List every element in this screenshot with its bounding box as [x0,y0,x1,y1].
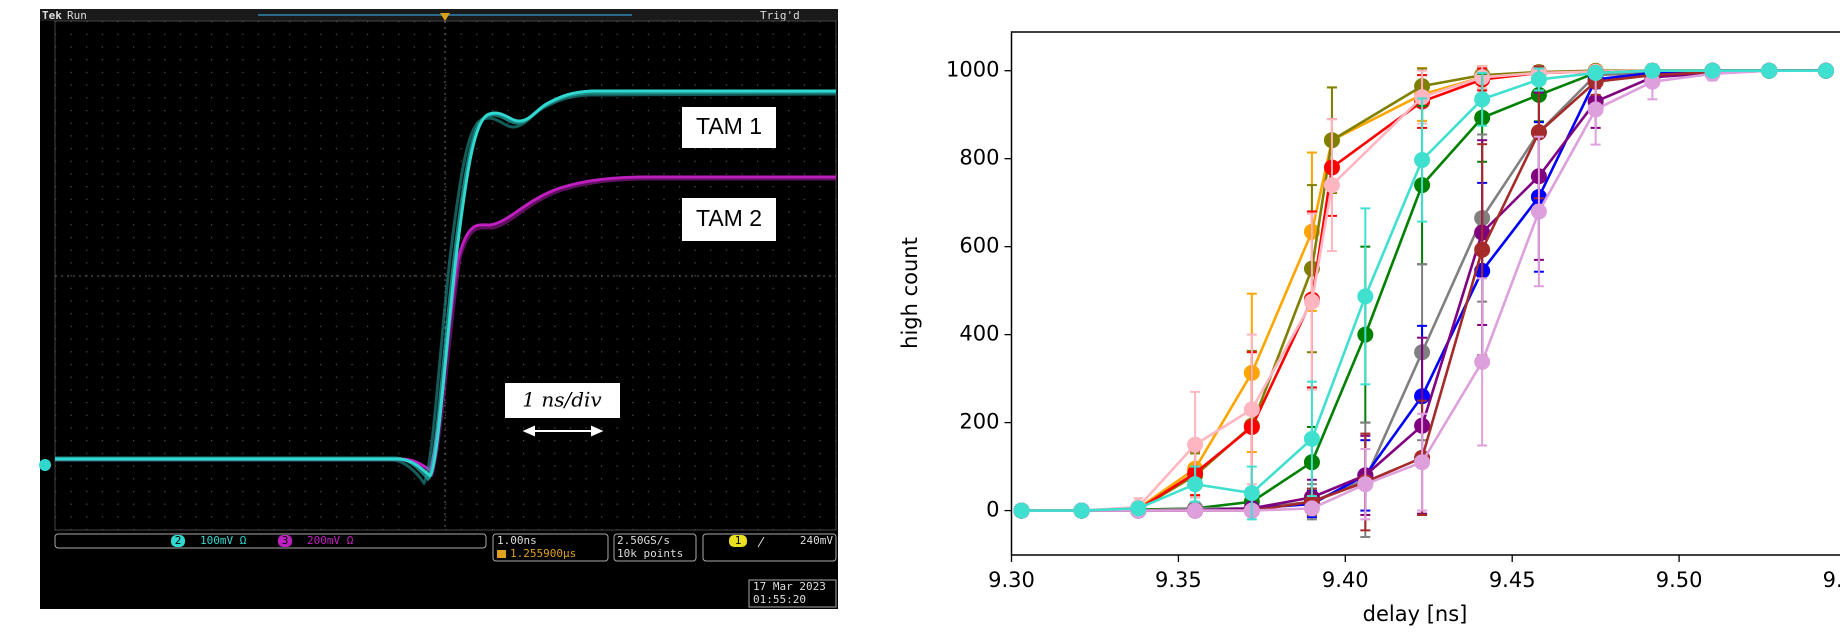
marker [1187,476,1203,492]
status: Run [67,9,87,22]
trace-label: TAM 1 [696,113,762,139]
sample-rate: 2.50GS/s [617,534,670,547]
y-tick-label: 600 [959,234,999,258]
trigger-channel: 1 [735,534,742,547]
x-tick-label: 9.45 [1489,568,1536,592]
marker [1187,437,1203,453]
y-tick-label: 0 [986,498,999,522]
marker [1324,177,1340,193]
series-line [1022,71,1826,511]
marker [1818,63,1834,79]
x-axis-label: delay [ns] [1363,602,1468,626]
figure: Tek Run Trig'd TAM 1 TAM 2 1 ns/div 2 10… [0,0,1840,635]
x-tick-label: 9.30 [988,568,1035,592]
y-tick-label: 800 [959,146,999,170]
position-icon [497,550,506,558]
y-axis-label: high count [898,237,922,349]
x-tick-label: 9.35 [1155,568,1202,592]
marker [1474,242,1490,258]
marker [1304,294,1320,310]
record-length: 10k points [617,547,683,560]
position: 1.255900µs [510,547,576,560]
trace-label: TAM 2 [696,205,762,231]
series-line [1022,71,1826,511]
series-line [1022,71,1826,511]
series-line [1022,71,1826,511]
axes-frame [1012,32,1840,555]
y-tick-label: 400 [959,322,999,346]
series-line [1022,71,1826,511]
marker [1531,72,1547,88]
marker [1588,65,1604,81]
marker [1244,401,1260,417]
series-line [1022,71,1826,511]
marker [1474,354,1490,370]
series-line [1022,71,1826,511]
brand: Tek [42,9,62,22]
y-tick-label: 1000 [946,58,999,82]
trigger-level: 240mV [800,534,833,547]
marker [1357,476,1373,492]
marker [1074,503,1090,519]
timebase: 1.00ns [497,534,537,547]
channel-marker [39,459,51,471]
marker [1704,63,1720,79]
marker [1414,152,1430,168]
marker [1357,288,1373,304]
scale-label: 1 ns/div [522,388,602,412]
marker [1531,203,1547,219]
page: Tek Run Trig'd TAM 1 TAM 2 1 ns/div 2 10… [0,0,1840,635]
channel-setting: 200mV Ω [307,534,354,547]
series-line [1022,71,1826,511]
chart: delay [ns] high count 9.30 9.35 9.40 9.45 9.… [898,32,1840,626]
marker [1014,503,1030,519]
plot-area [1014,63,1834,537]
marker [1474,91,1490,107]
trigger-status: Trig'd [760,9,800,22]
x-tick-label: 9.40 [1322,568,1369,592]
marker [1244,485,1260,501]
marker [1761,63,1777,79]
series-line [1022,71,1826,511]
date: 17 Mar 2023 [753,580,826,593]
channel-setting: 100mV Ω [200,534,247,547]
marker [1304,500,1320,516]
marker [1644,63,1660,79]
marker [1588,101,1604,117]
series-line [1022,71,1826,511]
x-tick-label: 9.50 [1656,568,1703,592]
marker [1304,431,1320,447]
channel-number: 3 [282,534,289,547]
x-tick-label: 9.55 [1823,568,1840,592]
marker [1130,500,1146,516]
marker [1414,454,1430,470]
oscilloscope: Tek Run Trig'd TAM 1 TAM 2 1 ns/div 2 10… [39,9,838,609]
channel-number: 2 [175,534,182,547]
marker [1187,503,1203,519]
time: 01:55:20 [753,593,806,606]
y-tick-label: 200 [959,410,999,434]
series-line [1022,71,1826,511]
